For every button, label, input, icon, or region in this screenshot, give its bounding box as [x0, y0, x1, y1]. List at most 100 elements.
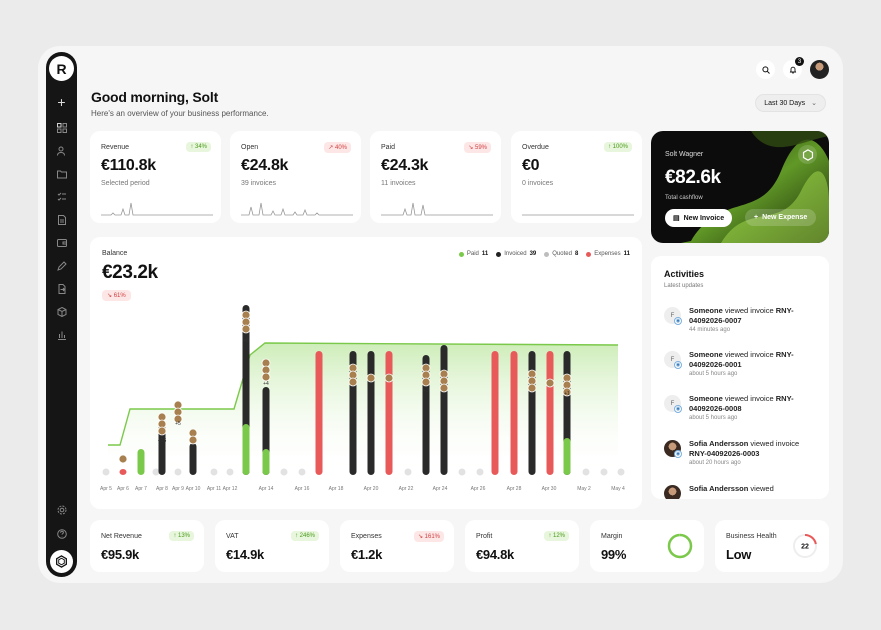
activity-ref: RNY-04092026-0008 [689, 394, 794, 413]
new-invoice-button[interactable]: ▤ New Invoice [665, 209, 733, 227]
avatar-icon [241, 324, 251, 334]
add-icon[interactable]: + [57, 94, 66, 110]
x-tick-label: Apr 11 [207, 486, 222, 492]
settings-icon[interactable] [54, 502, 70, 518]
edit-icon[interactable] [54, 258, 70, 274]
bar-count-label: +3 [423, 388, 429, 394]
kpi-card-margin[interactable]: Margin 99% [590, 520, 704, 572]
activity-action: viewed invoice [724, 394, 774, 403]
expense-bar [510, 351, 518, 475]
chevron-down-icon: ⌄ [811, 100, 817, 107]
bar-count-label: +1 [564, 391, 570, 397]
wallet-icon[interactable] [54, 235, 70, 251]
x-tick-label: Apr 9 [172, 486, 184, 492]
avatar-icon [545, 378, 555, 388]
x-tick-label: Apr 10 [186, 486, 201, 492]
activity-text: Someone viewed invoice RNY-04092026-0007 [689, 306, 819, 326]
help-icon[interactable] [54, 526, 70, 542]
cashflow-label: Total cashflow [665, 195, 703, 201]
kpi-card-overdue[interactable]: Overdue ↑ 100% €0 0 invoices [511, 131, 642, 223]
kpi-card-profit[interactable]: Profit ↑ 12% €94.8k [465, 520, 579, 572]
activity-time: about 5 hours ago [689, 415, 738, 421]
legend-paid[interactable]: Paid 11 [458, 251, 488, 257]
x-tick-label: Apr 18 [329, 486, 344, 492]
expense-bar [491, 351, 499, 475]
sparkline [381, 202, 493, 216]
quoted-dot [582, 468, 590, 476]
checklist-icon[interactable] [54, 189, 70, 205]
sparkline [241, 202, 353, 216]
kpi-value: €14.9k [226, 547, 264, 562]
legend-dot [458, 251, 464, 257]
workspace-icon[interactable] [50, 550, 73, 573]
document-icon[interactable] [54, 212, 70, 228]
activity-action: viewed invoice [750, 439, 800, 448]
activity-ref: RNY-04092026-0003 [689, 449, 760, 458]
paid-bar [563, 438, 571, 475]
chart-icon[interactable] [54, 327, 70, 343]
kpi-card-vat[interactable]: VAT ↑ 246% €14.9k [215, 520, 329, 572]
legend-invoiced[interactable]: Invoiced 39 [496, 251, 536, 257]
new-expense-button[interactable]: + New Expense [745, 209, 817, 226]
kpi-card-open[interactable]: Open ↗ 40% €24.8k 39 invoices [230, 131, 361, 223]
activities-panel: Activities Latest updates F ◉ Someone vi… [651, 256, 829, 499]
legend-count: 11 [623, 251, 630, 257]
quoted-dot [102, 468, 110, 476]
kpi-card-expenses[interactable]: Expenses ↘ 161% €1.2k [340, 520, 454, 572]
activity-text: Someone viewed invoice RNY-04092026-0001 [689, 350, 819, 370]
activity-avatar [664, 485, 681, 499]
period-label: Last 30 Days [764, 99, 806, 107]
quoted-dot [600, 468, 608, 476]
expense-bar [119, 469, 127, 475]
search-button[interactable] [756, 60, 775, 79]
kpi-label: Expenses [351, 533, 382, 540]
health-ring: 22 [793, 534, 817, 558]
dashboard-icon[interactable] [54, 120, 70, 136]
page-subtitle: Here's an overview of your business perf… [91, 109, 269, 118]
invoiced-bar [158, 425, 166, 475]
period-select[interactable]: Last 30 Days ⌄ [755, 94, 826, 112]
folder-icon[interactable] [54, 166, 70, 182]
kpi-label: Overdue [522, 144, 549, 151]
kpi-change: ↗ 40% [324, 142, 351, 153]
avatar-icon [527, 383, 537, 393]
user-avatar[interactable] [810, 60, 829, 79]
activity-time: 44 minutes ago [689, 327, 731, 333]
legend-name: Paid [466, 251, 479, 257]
kpi-subtitle: 39 invoices [241, 180, 277, 187]
balance-line [108, 342, 619, 446]
users-icon[interactable] [54, 143, 70, 159]
x-tick-label: Apr 6 [117, 486, 129, 492]
margin-ring [667, 533, 693, 559]
export-icon[interactable] [54, 281, 70, 297]
legend-expenses[interactable]: Expenses 11 [586, 251, 630, 257]
avatar-icon [366, 373, 376, 383]
kpi-change: ↑ 13% [169, 531, 194, 541]
avatar-icon [384, 373, 394, 383]
avatar-icon [562, 387, 572, 397]
account-name: Solt Wagner [665, 151, 704, 158]
kpi-label: Net Revenue [101, 533, 142, 540]
kpi-change: ↑ 34% [186, 142, 211, 152]
box-icon[interactable] [54, 304, 70, 320]
app-logo[interactable]: R [49, 56, 74, 81]
x-tick-label: Apr 7 [135, 486, 147, 492]
kpi-value: Low [726, 547, 752, 562]
x-tick-label: Apr 20 [364, 486, 379, 492]
kpi-change: ↘ 59% [464, 142, 491, 153]
kpi-change: ↑ 12% [544, 531, 569, 541]
x-tick-label: Apr 8 [156, 486, 168, 492]
notifications-button[interactable]: 3 [783, 57, 804, 79]
legend-dot [496, 251, 502, 257]
kpi-value: €94.8k [476, 547, 514, 562]
sparkline [101, 202, 213, 216]
kpi-card-revenue[interactable]: Revenue ↑ 34% €110.8k Selected period [90, 131, 221, 223]
bar-count-label: +4 [263, 381, 269, 387]
legend-quoted[interactable]: Quoted 8 [544, 251, 578, 257]
kpi-card-paid[interactable]: Paid ↘ 59% €24.3k 11 invoices [370, 131, 501, 223]
kpi-card-net-revenue[interactable]: Net Revenue ↑ 13% €95.9k [90, 520, 204, 572]
paid-bar [242, 424, 250, 475]
x-tick-label: Apr 26 [471, 486, 486, 492]
avatar-icon [348, 377, 358, 387]
kpi-card-business-health[interactable]: Business Health Low 22 [715, 520, 829, 572]
